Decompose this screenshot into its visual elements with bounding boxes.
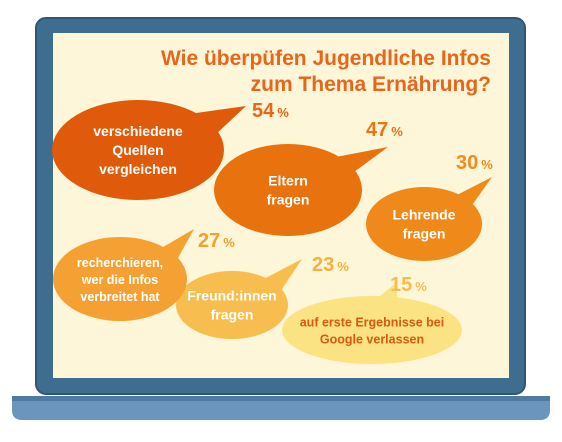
bubble-shape-5 [176, 271, 288, 339]
chart-title-line-1: Wie überpüfen Jugendliche Infos [161, 47, 491, 70]
bubble-value-6: 15% [390, 274, 427, 296]
bubble-4: recherchieren, wer die Infos verbreitet ha… [53, 229, 235, 321]
bubble-value-4: 27% [198, 230, 235, 252]
bubble-value-3: 30% [456, 152, 493, 174]
bubble-label-5-line-2: fragen [211, 307, 254, 323]
bubble-label-6-line-1: auf erste Ergebnisse bei [300, 316, 445, 330]
bubbles-layer: auf erste Ergebnisse bei Google verlassen… [52, 100, 493, 364]
bubble-value-5: 23% [312, 254, 349, 276]
bubble-shape-1 [52, 100, 224, 200]
chart-title-line-2: zum Thema Ernährung? [251, 73, 491, 96]
bubble-2: Eltern fragen 47% [214, 119, 403, 236]
bubble-label-3-line-1: Lehrende [392, 207, 455, 223]
bubble-label-1-line-2: Quellen [112, 142, 163, 158]
laptop-base [12, 398, 550, 420]
laptop-base-top-edge [12, 396, 550, 401]
bubble-1: verschiedene Quellen vergleichen 54% [52, 100, 289, 200]
bubble-5: Freund:innen fragen 23% [176, 254, 349, 339]
bubble-label-4-line-1: recherchieren, [77, 256, 163, 270]
bubble-label-5-line-1: Freund:innen [187, 288, 276, 304]
bubble-shape-4 [53, 237, 187, 321]
bubble-value-2: 47% [366, 119, 403, 141]
bubble-shape-2 [214, 144, 362, 236]
bubble-shape-3 [366, 187, 482, 261]
bubble-label-6-line-2: Google verlassen [320, 333, 424, 347]
bubble-shape-6 [282, 296, 462, 364]
bubble-value-1: 54% [252, 100, 289, 122]
bubble-6: auf erste Ergebnisse bei Google verlassen… [282, 274, 462, 364]
bubble-label-1-line-1: verschiedene [93, 123, 183, 139]
bubble-label-4-line-2: wer die Infos [81, 273, 158, 287]
bubble-label-2-line-2: fragen [267, 192, 310, 208]
bubble-label-3-line-2: fragen [403, 226, 446, 242]
bubble-label-1-line-3: vergleichen [99, 161, 177, 177]
bubble-3: Lehrende fragen 30% [366, 152, 493, 261]
bubble-label-2-line-1: Eltern [268, 173, 308, 189]
bubble-label-4-line-3: verbreitet hat [80, 290, 160, 304]
